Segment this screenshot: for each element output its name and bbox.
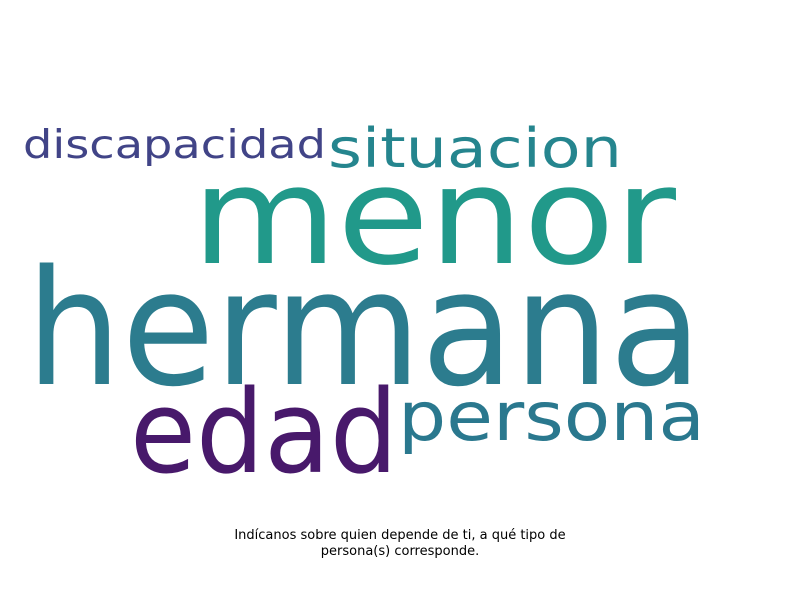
caption: Indícanos sobre quien depende de ti, a q…	[0, 528, 800, 560]
caption-line-1: Indícanos sobre quien depende de ti, a q…	[234, 528, 566, 543]
word-edad: edad	[130, 366, 398, 500]
word-situacion: situacion	[328, 117, 622, 180]
caption-line-2: persona(s) corresponde.	[320, 544, 480, 559]
word-discapacidad: discapacidad	[23, 123, 326, 168]
word-persona: persona	[398, 378, 705, 457]
word-hermana: hermana	[26, 235, 702, 422]
word-menor: menor	[192, 138, 677, 295]
